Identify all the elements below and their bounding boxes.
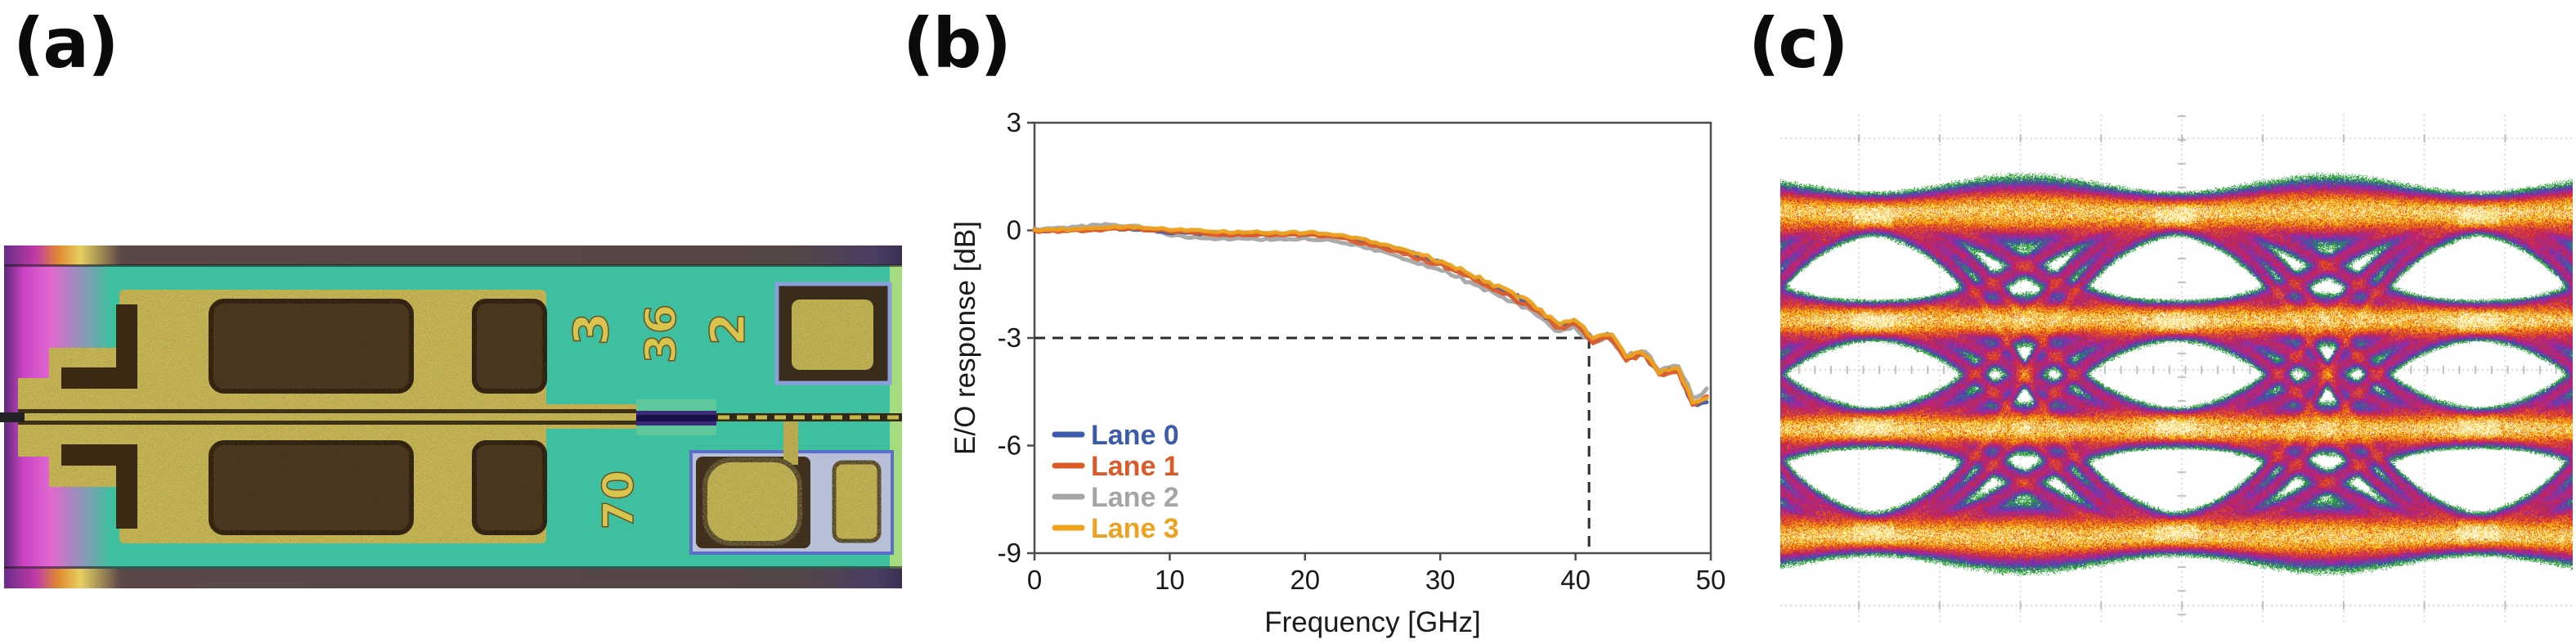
x-tick-label: 0 [1027, 565, 1042, 595]
electrode-slot-line [18, 409, 636, 413]
chip-marking: 2 [700, 313, 756, 345]
lane-curve-2 [1032, 222, 1709, 400]
termination-stub [783, 417, 798, 465]
x-tick-label: 10 [1155, 565, 1185, 595]
x-tick-label: 30 [1425, 565, 1456, 595]
chip-micrograph: 3 36 2 70 [0, 245, 902, 588]
pam4-eye-diagram [1780, 106, 2573, 628]
slot-waveguide-core [636, 415, 716, 421]
output-line-base [716, 413, 902, 421]
y-tick-label: 0 [1007, 215, 1021, 245]
lane-curve-0 [1032, 225, 1709, 408]
termination-disc [702, 457, 802, 546]
chip-marking: 36 [637, 304, 686, 363]
y-tick-label: 3 [1007, 107, 1021, 137]
chip-marking: 70 [595, 471, 644, 529]
x-tick-label: 40 [1560, 565, 1591, 595]
chip-marking: 3 [563, 313, 619, 345]
alignment-mark-L [61, 304, 137, 529]
chip-street-bottom [4, 569, 902, 588]
y-tick-label: -9 [998, 538, 1021, 568]
dc-pad [792, 299, 873, 370]
x-axis-title: Frequency [GHz] [1264, 606, 1481, 638]
electrode-windows [209, 299, 547, 535]
chip-markings: 3 36 2 70 [563, 304, 756, 530]
y-tick-label: -3 [998, 322, 1021, 353]
x-tick-label: 50 [1696, 565, 1726, 595]
lane-curve-1 [1032, 226, 1709, 408]
panel-b-label: (b) [903, 3, 1012, 83]
legend-label: Lane 1 [1091, 451, 1179, 482]
legend-label: Lane 3 [1091, 513, 1179, 544]
street-border-line [4, 264, 902, 267]
panel-c-label: (c) [1748, 3, 1849, 83]
legend-label: Lane 0 [1091, 420, 1179, 451]
lane-curve-3 [1032, 223, 1709, 405]
input-feed-line [0, 412, 25, 422]
street-border-line [4, 566, 902, 569]
x-tick-label: 20 [1290, 565, 1320, 595]
electrode-slot-line [18, 421, 636, 425]
panel-a-label: (a) [13, 3, 119, 83]
y-axis-title: E/O response [dB] [949, 221, 981, 455]
termination-pad-small [832, 460, 882, 543]
chip-street-top [4, 245, 902, 265]
y-tick-label: -6 [998, 430, 1021, 461]
legend-label: Lane 2 [1091, 482, 1179, 513]
